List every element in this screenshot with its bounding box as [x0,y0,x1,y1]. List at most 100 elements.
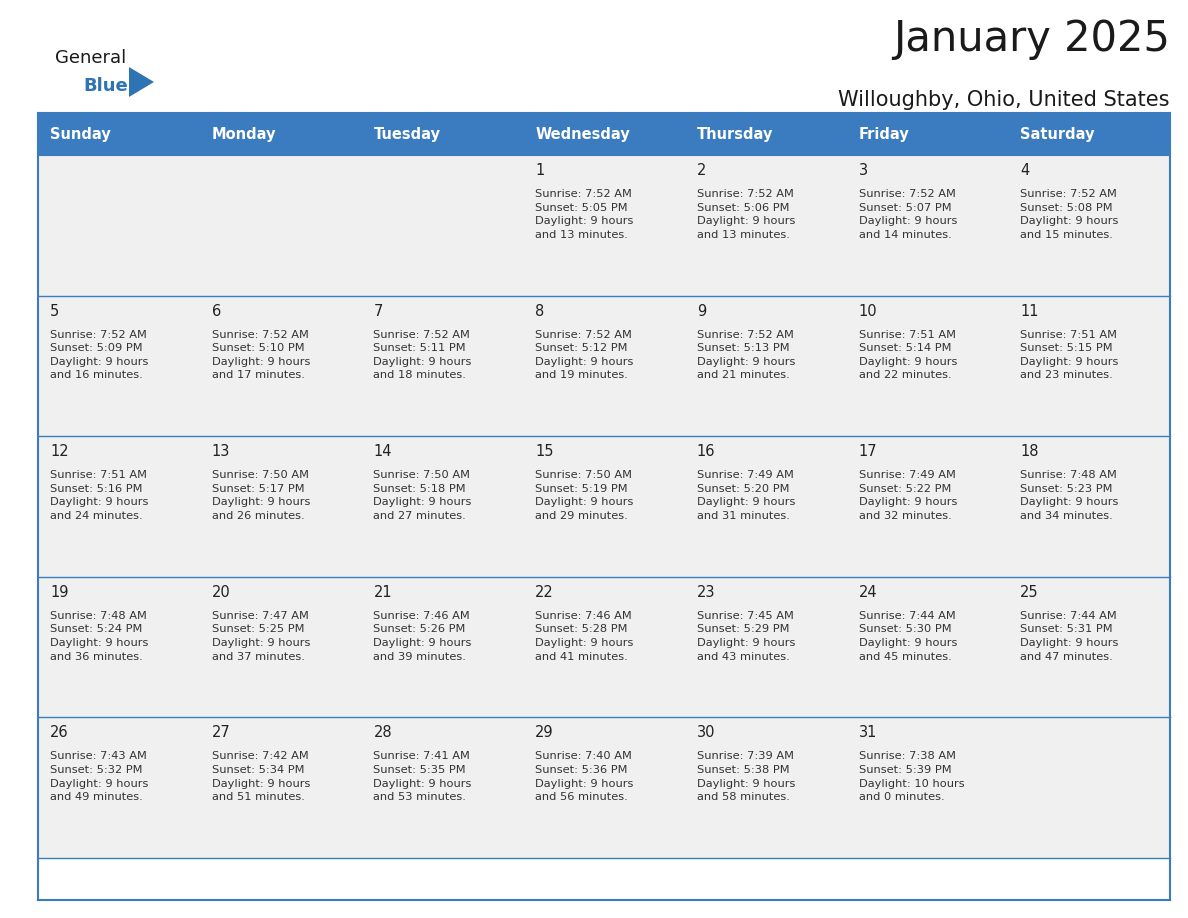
Text: 30: 30 [697,725,715,741]
Text: 2: 2 [697,163,706,178]
Text: Sunrise: 7:52 AM
Sunset: 5:08 PM
Daylight: 9 hours
and 15 minutes.: Sunrise: 7:52 AM Sunset: 5:08 PM Dayligh… [1020,189,1119,240]
Text: 21: 21 [373,585,392,599]
Bar [523,155,684,296]
Text: Sunrise: 7:52 AM
Sunset: 5:05 PM
Daylight: 9 hours
and 13 minutes.: Sunrise: 7:52 AM Sunset: 5:05 PM Dayligh… [535,189,633,240]
Text: 27: 27 [211,725,230,741]
Text: 23: 23 [697,585,715,599]
Bar [523,113,684,155]
Bar [1009,577,1170,717]
Bar [523,296,684,436]
Text: Sunrise: 7:47 AM
Sunset: 5:25 PM
Daylight: 9 hours
and 37 minutes.: Sunrise: 7:47 AM Sunset: 5:25 PM Dayligh… [211,610,310,662]
Text: Sunrise: 7:49 AM
Sunset: 5:20 PM
Daylight: 9 hours
and 31 minutes.: Sunrise: 7:49 AM Sunset: 5:20 PM Dayligh… [697,470,795,521]
Text: 24: 24 [859,585,877,599]
Text: 25: 25 [1020,585,1040,599]
Text: Saturday: Saturday [1020,127,1095,141]
Bar [38,113,200,155]
Text: 19: 19 [50,585,69,599]
Bar [200,577,361,717]
Bar [361,296,523,436]
Text: Sunrise: 7:51 AM
Sunset: 5:16 PM
Daylight: 9 hours
and 24 minutes.: Sunrise: 7:51 AM Sunset: 5:16 PM Dayligh… [50,470,148,521]
Bar [200,155,361,296]
Bar [847,577,1009,717]
Text: Sunrise: 7:44 AM
Sunset: 5:30 PM
Daylight: 9 hours
and 45 minutes.: Sunrise: 7:44 AM Sunset: 5:30 PM Dayligh… [859,610,958,662]
Text: Sunrise: 7:52 AM
Sunset: 5:11 PM
Daylight: 9 hours
and 18 minutes.: Sunrise: 7:52 AM Sunset: 5:11 PM Dayligh… [373,330,472,380]
Bar [1009,155,1170,296]
Text: 3: 3 [859,163,867,178]
Text: General: General [55,49,126,67]
Bar [684,113,847,155]
Text: 10: 10 [859,304,877,319]
Text: January 2025: January 2025 [893,18,1170,60]
Text: 20: 20 [211,585,230,599]
Text: Sunrise: 7:44 AM
Sunset: 5:31 PM
Daylight: 9 hours
and 47 minutes.: Sunrise: 7:44 AM Sunset: 5:31 PM Dayligh… [1020,610,1119,662]
Bar [1009,717,1170,858]
Text: Sunrise: 7:49 AM
Sunset: 5:22 PM
Daylight: 9 hours
and 32 minutes.: Sunrise: 7:49 AM Sunset: 5:22 PM Dayligh… [859,470,958,521]
Text: Willoughby, Ohio, United States: Willoughby, Ohio, United States [839,90,1170,110]
Text: 5: 5 [50,304,59,319]
Bar [523,436,684,577]
Text: Sunrise: 7:52 AM
Sunset: 5:06 PM
Daylight: 9 hours
and 13 minutes.: Sunrise: 7:52 AM Sunset: 5:06 PM Dayligh… [697,189,795,240]
Text: Sunrise: 7:46 AM
Sunset: 5:26 PM
Daylight: 9 hours
and 39 minutes.: Sunrise: 7:46 AM Sunset: 5:26 PM Dayligh… [373,610,472,662]
Text: 31: 31 [859,725,877,741]
Bar [684,155,847,296]
Text: 6: 6 [211,304,221,319]
Text: 1: 1 [535,163,544,178]
Text: 11: 11 [1020,304,1038,319]
Text: 26: 26 [50,725,69,741]
Bar [361,113,523,155]
Text: Sunrise: 7:48 AM
Sunset: 5:23 PM
Daylight: 9 hours
and 34 minutes.: Sunrise: 7:48 AM Sunset: 5:23 PM Dayligh… [1020,470,1119,521]
Bar [1009,113,1170,155]
Text: Sunrise: 7:43 AM
Sunset: 5:32 PM
Daylight: 9 hours
and 49 minutes.: Sunrise: 7:43 AM Sunset: 5:32 PM Dayligh… [50,752,148,802]
Text: 14: 14 [373,444,392,459]
Bar [847,113,1009,155]
Text: 28: 28 [373,725,392,741]
Text: Blue: Blue [83,77,128,95]
Text: Sunrise: 7:52 AM
Sunset: 5:12 PM
Daylight: 9 hours
and 19 minutes.: Sunrise: 7:52 AM Sunset: 5:12 PM Dayligh… [535,330,633,380]
Text: Sunrise: 7:39 AM
Sunset: 5:38 PM
Daylight: 9 hours
and 58 minutes.: Sunrise: 7:39 AM Sunset: 5:38 PM Dayligh… [697,752,795,802]
Bar [1009,296,1170,436]
Text: Sunday: Sunday [50,127,110,141]
Bar [1009,436,1170,577]
Text: 16: 16 [697,444,715,459]
Text: 18: 18 [1020,444,1038,459]
Text: Thursday: Thursday [697,127,773,141]
Text: Tuesday: Tuesday [373,127,441,141]
Text: Sunrise: 7:48 AM
Sunset: 5:24 PM
Daylight: 9 hours
and 36 minutes.: Sunrise: 7:48 AM Sunset: 5:24 PM Dayligh… [50,610,148,662]
Text: 13: 13 [211,444,230,459]
Bar [38,577,200,717]
Bar [361,717,523,858]
Text: Sunrise: 7:52 AM
Sunset: 5:07 PM
Daylight: 9 hours
and 14 minutes.: Sunrise: 7:52 AM Sunset: 5:07 PM Dayligh… [859,189,958,240]
Text: Sunrise: 7:51 AM
Sunset: 5:14 PM
Daylight: 9 hours
and 22 minutes.: Sunrise: 7:51 AM Sunset: 5:14 PM Dayligh… [859,330,958,380]
Bar [847,155,1009,296]
Bar [684,436,847,577]
Text: Sunrise: 7:50 AM
Sunset: 5:17 PM
Daylight: 9 hours
and 26 minutes.: Sunrise: 7:50 AM Sunset: 5:17 PM Dayligh… [211,470,310,521]
Text: Sunrise: 7:40 AM
Sunset: 5:36 PM
Daylight: 9 hours
and 56 minutes.: Sunrise: 7:40 AM Sunset: 5:36 PM Dayligh… [535,752,633,802]
Text: Sunrise: 7:42 AM
Sunset: 5:34 PM
Daylight: 9 hours
and 51 minutes.: Sunrise: 7:42 AM Sunset: 5:34 PM Dayligh… [211,752,310,802]
Bar [361,436,523,577]
Bar [200,113,361,155]
Text: Wednesday: Wednesday [535,127,630,141]
Bar [523,717,684,858]
Bar [684,296,847,436]
Text: 4: 4 [1020,163,1030,178]
Bar [200,436,361,577]
Text: Monday: Monday [211,127,277,141]
Bar [38,717,200,858]
Text: 7: 7 [373,304,383,319]
Text: 29: 29 [535,725,554,741]
Text: Sunrise: 7:51 AM
Sunset: 5:15 PM
Daylight: 9 hours
and 23 minutes.: Sunrise: 7:51 AM Sunset: 5:15 PM Dayligh… [1020,330,1119,380]
Text: Sunrise: 7:50 AM
Sunset: 5:19 PM
Daylight: 9 hours
and 29 minutes.: Sunrise: 7:50 AM Sunset: 5:19 PM Dayligh… [535,470,633,521]
Bar [361,155,523,296]
Text: 12: 12 [50,444,69,459]
Bar [847,717,1009,858]
Bar [847,296,1009,436]
Text: 17: 17 [859,444,877,459]
Bar [38,436,200,577]
Text: Friday: Friday [859,127,909,141]
Text: Sunrise: 7:41 AM
Sunset: 5:35 PM
Daylight: 9 hours
and 53 minutes.: Sunrise: 7:41 AM Sunset: 5:35 PM Dayligh… [373,752,472,802]
Bar [523,577,684,717]
Bar [847,436,1009,577]
Text: Sunrise: 7:52 AM
Sunset: 5:13 PM
Daylight: 9 hours
and 21 minutes.: Sunrise: 7:52 AM Sunset: 5:13 PM Dayligh… [697,330,795,380]
Text: Sunrise: 7:52 AM
Sunset: 5:09 PM
Daylight: 9 hours
and 16 minutes.: Sunrise: 7:52 AM Sunset: 5:09 PM Dayligh… [50,330,148,380]
Bar [200,717,361,858]
